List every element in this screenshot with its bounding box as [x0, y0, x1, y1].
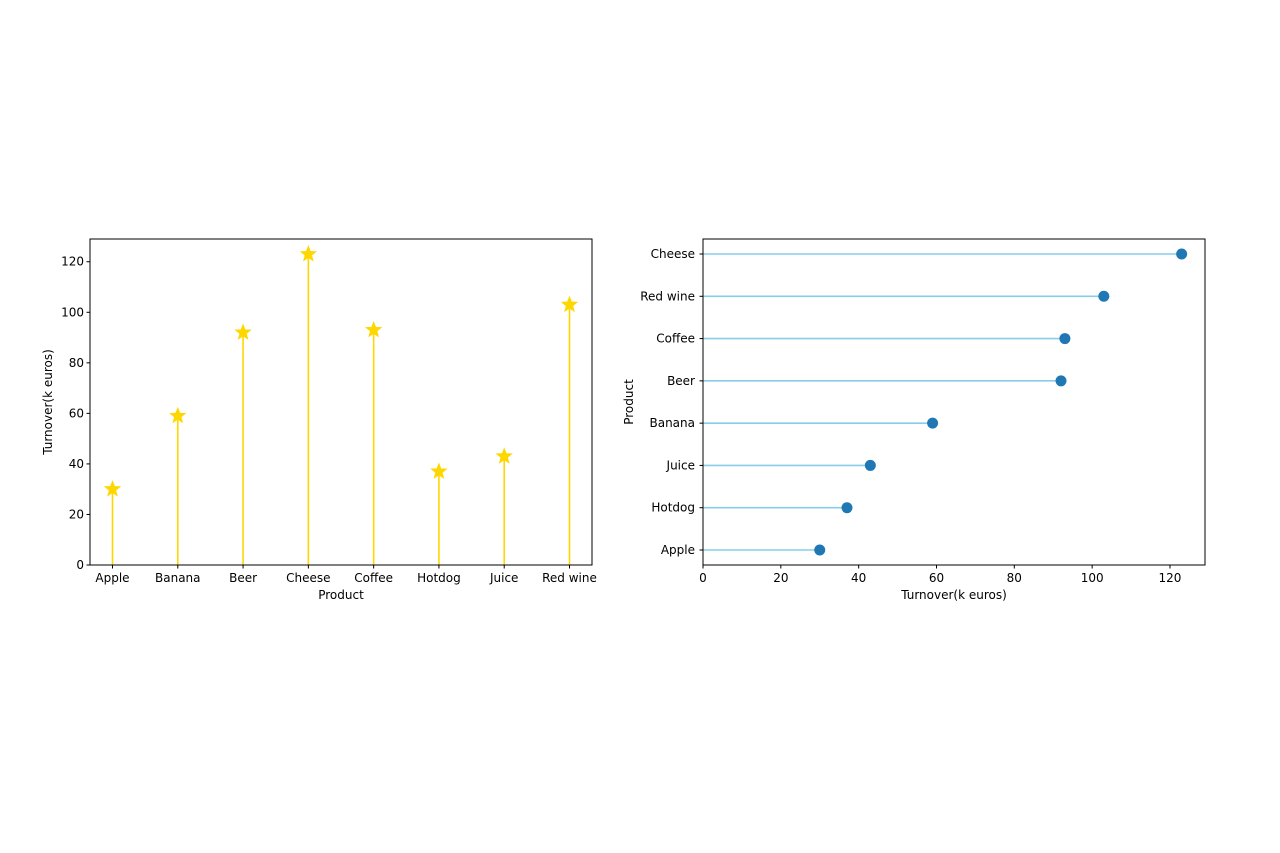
left-y-tick-label: 40 — [69, 457, 84, 471]
left-plot-frame — [89, 238, 593, 566]
left-star-marker — [169, 406, 187, 424]
right-y-tick-label: Red wine — [640, 289, 695, 303]
left-y-tick-label: 80 — [69, 356, 84, 370]
right-plot-frame — [702, 238, 1206, 566]
right-circle-marker — [1055, 375, 1067, 387]
right-y-axis-title: Product — [622, 379, 636, 425]
left-x-ticks: Apple Banana Beer Cheese Coffee Hotdog Juice Re… — [95, 565, 597, 585]
left-stems — [111, 254, 571, 565]
right-circle-marker — [1059, 333, 1071, 345]
right-y-tick-label: Cheese — [651, 247, 695, 261]
left-x-tick-label: Juice — [489, 571, 518, 585]
right-circle-marker — [864, 459, 876, 471]
right-circle-marker — [927, 417, 939, 429]
right-y-tick-label: Juice — [666, 458, 695, 472]
left-x-axis-title: Product — [318, 588, 364, 602]
right-x-tick-label: 60 — [929, 571, 944, 585]
right-x-tick-label: 20 — [773, 571, 788, 585]
left-y-tick-label: 0 — [76, 558, 84, 572]
right-x-ticks: 0 20 40 60 80 100 120 — [699, 565, 1181, 585]
right-y-tick-label: Hotdog — [651, 501, 695, 515]
right-x-tick-label: 0 — [699, 571, 707, 585]
left-star-marker — [299, 245, 318, 262]
left-star-marker — [364, 320, 383, 338]
left-x-tick-label: Banana — [155, 571, 201, 585]
left-chart: Apple Banana Beer Cheese Coffee Hotdog Juice Re… — [41, 238, 597, 602]
right-x-tick-label: 100 — [1081, 571, 1104, 585]
left-y-axis-title: Turnover(k euros) — [41, 349, 55, 456]
left-x-tick-label: Hotdog — [417, 571, 461, 585]
left-y-ticks: 0 20 40 60 80 100 120 — [61, 255, 90, 572]
left-y-tick-label: 60 — [69, 406, 84, 420]
right-y-tick-label: Beer — [667, 374, 695, 388]
left-x-tick-label: Apple — [95, 571, 129, 585]
right-x-axis-title: Turnover(k euros) — [900, 588, 1007, 602]
right-y-ticks: Apple Hotdog Juice Banana Beer Coffee Red wine… — [640, 247, 703, 557]
right-circle-marker — [1098, 290, 1110, 302]
right-y-tick-label: Coffee — [656, 332, 695, 346]
right-x-tick-label: 80 — [1007, 571, 1022, 585]
right-circle-marker — [841, 502, 853, 514]
left-star-marker — [103, 480, 122, 497]
left-star-marker — [560, 295, 579, 313]
left-star-marker — [495, 447, 513, 464]
left-markers — [103, 245, 579, 497]
right-x-tick-label: 40 — [851, 571, 866, 585]
left-x-tick-label: Cheese — [286, 571, 330, 585]
left-star-marker — [430, 462, 448, 479]
right-stems — [703, 253, 1182, 551]
left-y-tick-label: 20 — [69, 507, 84, 521]
right-y-tick-label: Banana — [649, 416, 695, 430]
right-chart: 0 20 40 60 80 100 120 Apple Hotdog Juice Banana Be… — [622, 238, 1206, 602]
right-markers — [814, 248, 1188, 556]
right-circle-marker — [814, 544, 826, 556]
left-x-tick-label: Beer — [229, 571, 257, 585]
left-y-tick-label: 120 — [61, 255, 84, 269]
left-x-tick-label: Coffee — [354, 571, 393, 585]
right-circle-marker — [1176, 248, 1188, 260]
right-x-tick-label: 120 — [1159, 571, 1182, 585]
left-y-tick-label: 100 — [61, 305, 84, 319]
right-y-tick-label: Apple — [661, 543, 695, 557]
left-x-tick-label: Red wine — [542, 571, 597, 585]
left-star-marker — [234, 323, 252, 340]
